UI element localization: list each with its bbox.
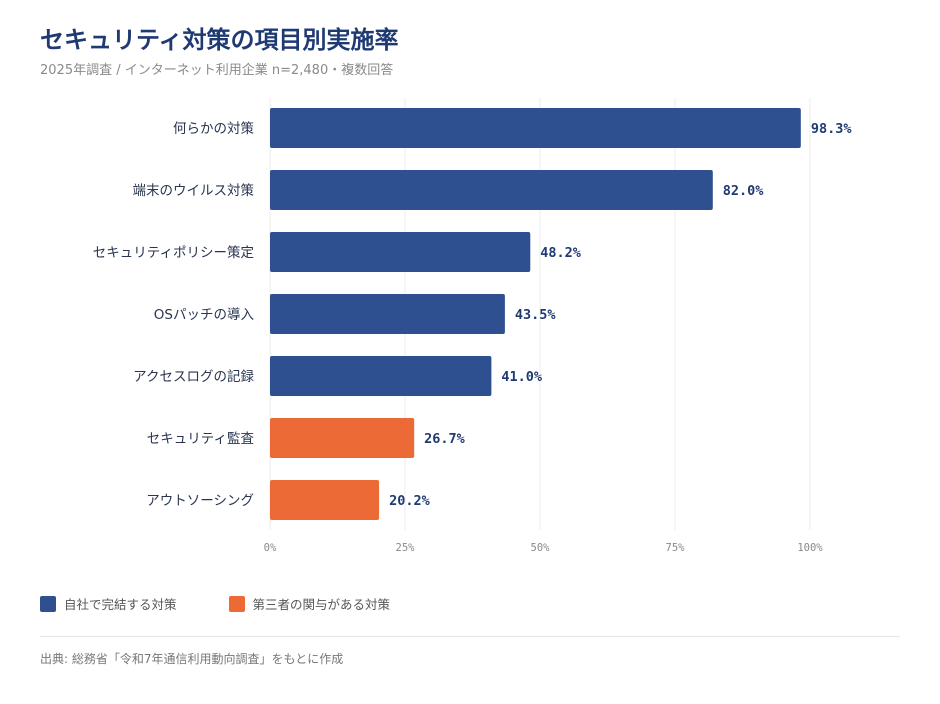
- category-label: セキュリティポリシー策定: [93, 244, 254, 261]
- chart-subtitle: 2025年調査 / インターネット利用企業 n=2,480・複数回答: [40, 63, 394, 78]
- value-label: 20.2%: [389, 493, 431, 509]
- value-label: 41.0%: [501, 369, 543, 385]
- category-label: 何らかの対策: [173, 120, 254, 137]
- bar-chart: 0% 25% 50% 75% 100% 何らかの対策 98.3% 端末のウイルス対策 82.0%…: [93, 98, 853, 554]
- bar: [270, 480, 380, 520]
- footer-divider: [40, 636, 900, 637]
- legend-swatch-internal: [40, 595, 56, 612]
- bar: [270, 232, 531, 272]
- legend-swatch-external: [228, 595, 245, 612]
- legend-label-external: 第三者の関与がある対策: [252, 597, 391, 612]
- legend-item-external: 第三者の関与がある対策: [228, 594, 391, 613]
- chart-title: セキュリティ対策の項目別実施率: [40, 26, 399, 54]
- category-label: OSパッチの導入: [154, 307, 255, 323]
- bar: [270, 356, 492, 396]
- bar: [270, 170, 713, 210]
- value-label: 82.0%: [723, 183, 765, 199]
- x-tick-label: 75%: [666, 542, 686, 554]
- source-note: 出典: 総務省「令和7年通信利用動向調査」をもとに作成: [40, 652, 344, 666]
- bar: [270, 418, 415, 458]
- x-tick-label: 100%: [797, 542, 823, 554]
- value-label: 98.3%: [811, 121, 853, 137]
- x-tick-label: 0%: [264, 542, 277, 554]
- value-label: 43.5%: [515, 307, 557, 323]
- bars: [270, 108, 801, 520]
- legend: 自社で完結する対策 第三者の関与がある対策: [40, 594, 390, 613]
- x-tick-label: 50%: [531, 542, 551, 554]
- category-label: アウトソーシング: [146, 493, 254, 509]
- x-tick-label: 25%: [396, 542, 416, 554]
- value-label: 26.7%: [424, 431, 466, 447]
- bar: [270, 108, 801, 148]
- category-label: セキュリティ監査: [147, 430, 255, 447]
- category-label: アクセスログの記録: [133, 368, 254, 385]
- category-label: 端末のウイルス対策: [133, 182, 255, 199]
- bar: [270, 294, 505, 334]
- labels: 0% 25% 50% 75% 100% 何らかの対策 98.3% 端末のウイルス対策 82.0%…: [93, 120, 853, 554]
- legend-item-internal: 自社で完結する対策: [40, 594, 177, 613]
- legend-label-internal: 自社で完結する対策: [64, 597, 177, 612]
- value-label: 48.2%: [540, 245, 582, 261]
